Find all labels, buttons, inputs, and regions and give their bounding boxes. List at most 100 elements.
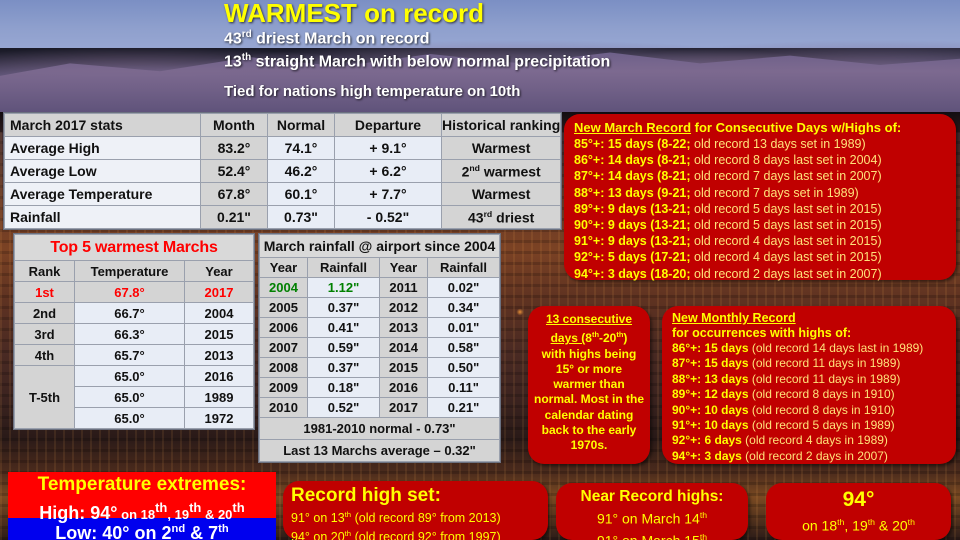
rain-year-b: 2014 xyxy=(379,337,428,358)
rain-value-a: 0.37" xyxy=(307,297,380,318)
stats-row-normal: 60.1° xyxy=(267,182,335,206)
consec-start-ord: th xyxy=(591,330,599,340)
record-high-set-box: Record high set: 91° on 13th (old record… xyxy=(283,481,548,540)
rainfall-normal-note: 1981-2010 normal - 0.73" xyxy=(259,417,500,440)
temperature-extremes-box: Temperature extremes: High: 94° on 18th,… xyxy=(8,472,276,540)
rain-year-a: 2006 xyxy=(259,317,308,338)
extremes-high-sup-a: th xyxy=(155,500,168,515)
record-threshold: 88°+: 13 days (9-21; xyxy=(574,185,691,200)
rain-col-year-a: Year xyxy=(259,257,308,278)
consecutive-days-head-2: days (8th-20th) xyxy=(534,327,644,346)
subtitle1-ordinal: rd xyxy=(241,29,252,40)
rain-body: 2004 1.12" 2011 0.02" 2005 0.37" 2012 0.34" 2006… xyxy=(259,277,500,418)
peak-day-a: on 18 xyxy=(802,517,838,534)
stats-row-departure: - 0.52" xyxy=(334,205,442,229)
record-previous: old record 5 days last set in 2015) xyxy=(690,201,882,216)
top5-col-rank: Rank xyxy=(14,260,75,282)
new-monthly-record-title: New Monthly Record xyxy=(672,311,796,325)
stats-row-normal: 46.2° xyxy=(267,159,335,183)
rain-value-b: 0.50" xyxy=(427,357,500,378)
top5-rank: T-5th xyxy=(14,365,75,429)
rain-year-b: 2017 xyxy=(379,397,428,418)
rain-footer-row-1: 1981-2010 normal - 0.73" xyxy=(259,417,500,440)
stats-row-label: Rainfall xyxy=(4,205,201,229)
list-item: 85°+: 15 days (8-22; old record 13 days … xyxy=(574,136,948,152)
record-threshold: 91°+: 9 days (13-21; xyxy=(574,234,691,249)
stats-row-departure: + 7.7° xyxy=(334,182,442,206)
peak-sup-c: th xyxy=(907,517,915,527)
new-march-record-title: New March Record for Consecutive Days w/… xyxy=(574,120,948,135)
rain-year-b: 2013 xyxy=(379,317,428,338)
rain-value-a: 0.59" xyxy=(307,337,380,358)
stats-row-month: 83.2° xyxy=(200,136,268,160)
rain-footer-row-2: Last 13 Marchs average – 0.32" xyxy=(259,439,500,462)
stats-col-month: Month xyxy=(200,113,268,137)
stats-row-label: Average Low xyxy=(4,159,201,183)
rain-value-b: 0.11" xyxy=(427,377,500,398)
top5-rank: 1st xyxy=(14,281,75,303)
rainfall-caption: March rainfall @ airport since 2004 xyxy=(259,234,500,258)
record-previous: old record 7 days last set in 2007) xyxy=(690,169,882,184)
record-high-1-a: 91° on 13 xyxy=(291,511,345,526)
table-row: Average Temperature 67.8° 60.1° + 7.7° Warme… xyxy=(4,182,562,206)
extremes-low-sup-b: th xyxy=(218,523,229,535)
rain-year-b: 2011 xyxy=(379,277,428,298)
march-stats-table: March 2017 stats Month Normal Departure … xyxy=(4,113,562,229)
consec-paren: ) xyxy=(623,331,628,346)
rain-col-rain-b: Rainfall xyxy=(427,257,500,278)
extremes-high-value: High: 94° xyxy=(39,503,118,523)
top5-header-row: Rank Temperature Year xyxy=(14,260,254,282)
record-threshold: 91°+: 10 days xyxy=(672,418,749,433)
stats-row-departure: + 6.2° xyxy=(334,159,442,183)
new-monthly-record-subtitle: for occurrences with highs of: xyxy=(672,326,852,340)
record-previous: (old record 14 days last in 1989) xyxy=(748,341,924,355)
record-previous: (old record 2 days in 2007) xyxy=(741,448,888,463)
header-subtitle-2: 13th straight March with below normal pr… xyxy=(224,52,610,71)
rain-year-a: 2005 xyxy=(259,297,308,318)
top5-year: 2013 xyxy=(184,344,254,366)
extremes-high-line: High: 94° on 18th, 19th & 20th xyxy=(8,496,276,526)
rain-col-year-b: Year xyxy=(379,257,428,278)
table-row: 65.0° 1989 xyxy=(15,386,254,408)
stats-row-label: Average Temperature xyxy=(4,182,201,206)
top5-temperature: 65.0° xyxy=(74,407,185,429)
rain-value-a: 1.12" xyxy=(307,277,380,298)
subtitle1-text: driest March on record xyxy=(251,30,430,48)
new-march-record-title-underlined: New March Record xyxy=(574,120,692,135)
record-previous: (old record 11 days in 1989) xyxy=(748,356,901,371)
status-badge: 43rd driest xyxy=(440,205,562,229)
top5-temperature: 65.0° xyxy=(74,386,185,408)
top5-temperature: 66.7° xyxy=(74,302,185,324)
list-item: 89°+: 12 days (old record 8 days in 1910… xyxy=(672,387,948,402)
record-high-line-1: 91° on 13th (old record 89° from 2013) xyxy=(291,507,542,526)
list-item: 86°+: 15 days (old record 14 days last i… xyxy=(672,341,948,356)
record-threshold: 94°+: 3 days (18-20; xyxy=(574,266,691,281)
new-march-record-box: New March Record for Consecutive Days w/… xyxy=(564,114,956,281)
status-badge: Warmest xyxy=(440,182,562,206)
extremes-low-value: Low: 40° on 2 xyxy=(55,523,172,540)
record-high-2-a: 94° on 20 xyxy=(291,530,345,540)
list-item: 89°+: 9 days (13-21; old record 5 days l… xyxy=(574,201,948,217)
table-row: 2004 1.12" 2011 0.02" xyxy=(259,277,500,298)
record-threshold: 89°+: 9 days (13-21; xyxy=(574,201,691,216)
new-march-record-title-rest: for Consecutive Days w/Highs of: xyxy=(691,120,902,135)
status-badge: Warmest xyxy=(440,136,562,160)
record-high-2-sup: th xyxy=(344,529,352,539)
record-threshold: 92°+: 5 days (17-21; xyxy=(574,250,691,265)
top5-temperature: 65.0° xyxy=(74,365,185,387)
rain-caption-row: March rainfall @ airport since 2004 xyxy=(259,234,500,258)
record-high-line-2: 94° on 20th (old record 92° from 1997) xyxy=(291,526,542,540)
peak-temperature-days: on 18th, 19th & 20th xyxy=(772,513,945,535)
record-previous: old record 4 days last set in 2015) xyxy=(690,250,882,265)
rain-year-b: 2016 xyxy=(379,377,428,398)
near-record-line-1: 91° on March 14th xyxy=(562,506,742,528)
record-previous: old record 8 days last set in 2004) xyxy=(690,153,882,168)
table-row: 65.0° 1972 xyxy=(15,407,254,429)
list-item: 90°+: 9 days (13-21; old record 5 days l… xyxy=(574,217,948,233)
table-row: 2009 0.18" 2016 0.11" xyxy=(259,377,500,398)
record-previous: old record 13 days set in 1989) xyxy=(690,137,866,151)
extremes-high-sup-c: th xyxy=(232,500,245,515)
stats-row-departure: + 9.1° xyxy=(334,136,442,160)
extremes-title: Temperature extremes: xyxy=(37,474,247,495)
record-threshold: 89°+: 12 days xyxy=(672,387,749,402)
